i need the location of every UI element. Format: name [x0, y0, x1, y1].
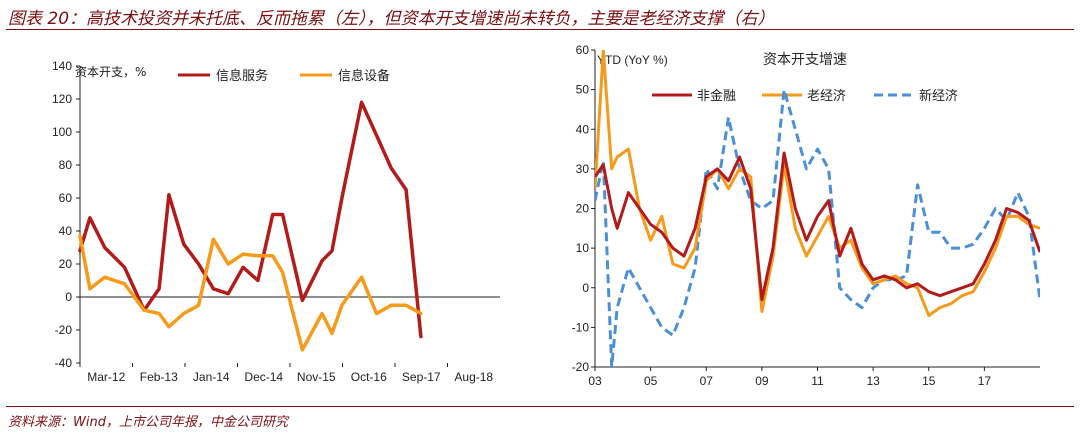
- right-y-axis-label: YTD (YoY %): [597, 53, 668, 67]
- left-chart: -40 -20 0 20 40 60 80 100 120 140 Mar-12 Feb-13 Jan-…: [52, 59, 500, 384]
- right-x-tick-label: 15: [922, 374, 936, 388]
- source-note: 资料来源：Wind，上市公司年报，中金公司研究: [8, 415, 288, 430]
- left-x-tick-label: Jan-14: [193, 370, 230, 384]
- left-x-tick-label: Sep-17: [402, 370, 441, 384]
- left-y-tick-label: 40: [59, 224, 73, 238]
- right-y-tick-label: 10: [576, 241, 590, 255]
- right-series-line: [595, 50, 1040, 317]
- right-x-tick-label: 09: [755, 374, 769, 388]
- right-y-tick-label: 0: [582, 281, 589, 295]
- left-legend-label: 信息服务: [216, 68, 268, 84]
- left-x-tick-label: Oct-16: [351, 370, 387, 384]
- right-y-tick-label: 20: [576, 202, 590, 216]
- right-y-tick-label: 60: [576, 43, 590, 57]
- left-y-tick-label: 20: [59, 257, 73, 271]
- left-x-tick-label: Aug-18: [454, 370, 493, 384]
- right-chart-title: 资本开支增速: [763, 52, 847, 68]
- left-x-tick-label: Feb-13: [140, 370, 178, 384]
- right-x-tick-label: 17: [978, 374, 992, 388]
- right-chart: -20 -10 0 10 20 30 40 50 60 03 05 07 09 11 13 15 17 YTD (…: [572, 43, 1040, 388]
- left-legend-label: 信息设备: [338, 68, 390, 84]
- right-x-tick-label: 05: [644, 374, 658, 388]
- left-y-axis-label: 资本开支，%: [75, 65, 146, 79]
- right-legend-label: 非金融: [697, 88, 736, 104]
- figure-title: 图表 20：高技术投资并未托底、反而拖累（左），但资本开支增速尚未转负，主要是老…: [8, 9, 775, 29]
- left-x-tick-label: Mar-12: [87, 370, 125, 384]
- right-series-line: [595, 151, 1040, 302]
- source-rule: [6, 406, 1074, 407]
- right-y-tick-label: 30: [576, 162, 590, 176]
- left-x-tick-label: Nov-15: [297, 370, 336, 384]
- right-y-tick-label: -20: [572, 360, 590, 374]
- left-y-tick-label: 60: [59, 191, 73, 205]
- left-y-tick-label: 120: [52, 92, 72, 106]
- left-series-line: [78, 234, 423, 352]
- right-x-tick-label: 13: [866, 374, 880, 388]
- right-y-tick-label: 50: [576, 83, 590, 97]
- right-x-tick-label: 07: [700, 374, 714, 388]
- right-legend-label: 老经济: [807, 89, 846, 104]
- right-legend-label: 新经济: [919, 88, 958, 104]
- right-x-tick-label: 11: [811, 374, 824, 388]
- left-y-tick-label: 100: [52, 125, 72, 139]
- left-y-tick-label: 80: [59, 158, 73, 172]
- left-y-tick-label: 0: [65, 290, 72, 304]
- left-y-tick-label: 140: [52, 59, 72, 73]
- left-y-tick-label: -40: [55, 356, 73, 370]
- left-y-tick-label: -20: [55, 323, 73, 337]
- left-x-tick-label: Dec-14: [244, 370, 283, 384]
- right-x-tick-label: 03: [588, 374, 602, 388]
- right-y-tick-label: -10: [572, 320, 590, 334]
- title-rule: [6, 29, 1074, 30]
- right-series-line: [595, 88, 1040, 367]
- right-y-tick-label: 40: [576, 122, 590, 136]
